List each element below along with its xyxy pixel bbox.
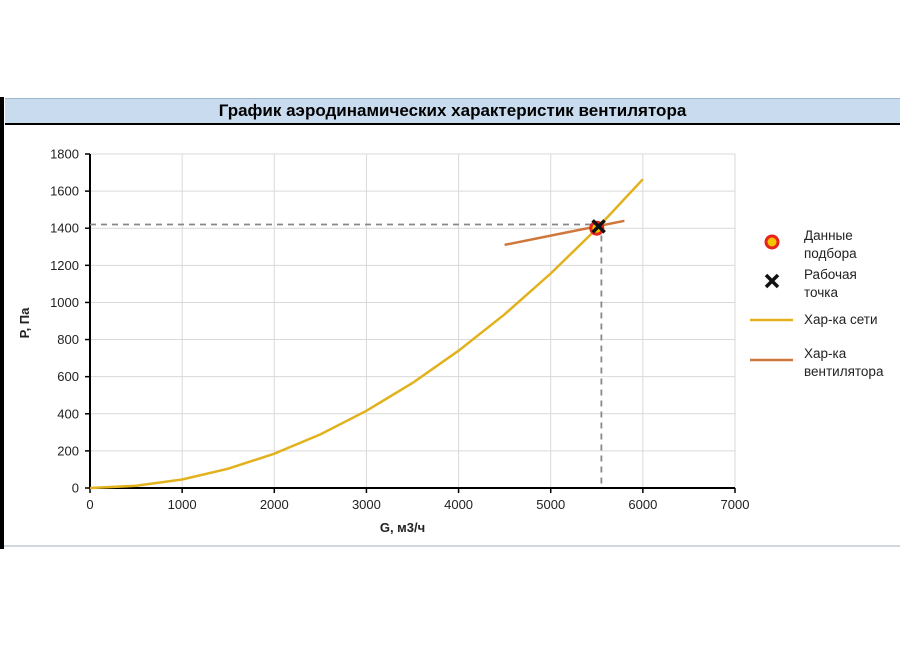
- legend-label-line: точка: [804, 285, 838, 300]
- x-axis-label: G, м3/ч: [380, 520, 425, 535]
- legend-label-line: Хар-ка сети: [804, 312, 878, 327]
- legend-label: Хар-ка вентилятора: [804, 346, 884, 379]
- y-tick-label: 800: [57, 332, 79, 347]
- legend-label: Данные подбора: [804, 228, 857, 261]
- marker-x-stroke: [591, 219, 606, 234]
- x-tick-label: 6000: [628, 497, 657, 512]
- legend-label-line: вентилятора: [804, 364, 884, 379]
- chart-svg: 0 1000 2000 3000 4000 5000 6000 7000 0 200 400 600 8…: [17, 147, 884, 536]
- x-tick-label: 5000: [536, 497, 565, 512]
- legend-label-line: Хар-ка: [804, 346, 847, 361]
- x-tick-label: 3000: [352, 497, 381, 512]
- y-tick-label: 400: [57, 406, 79, 421]
- panel-bottom-border: [4, 545, 900, 547]
- x-tick-label: 4000: [444, 497, 473, 512]
- y-axis-label: P, Па: [17, 307, 32, 339]
- chart-title: График аэродинамических характеристик ве…: [5, 98, 900, 125]
- y-tick-label: 200: [57, 443, 79, 458]
- legend-label-line: Данные: [804, 228, 853, 243]
- legend-marker-circle: [764, 234, 780, 250]
- x-tick-label: 7000: [721, 497, 750, 512]
- x-tick-label: 2000: [260, 497, 289, 512]
- legend-label-line: Рабочая: [804, 267, 857, 282]
- y-tick-label: 1600: [50, 184, 79, 199]
- legend-label-line: подбора: [804, 246, 857, 261]
- x-tick-label: 0: [86, 497, 93, 512]
- plot-background: [90, 154, 735, 488]
- legend: Данные подбора Рабочая точка Хар-ка сети Хар-…: [750, 228, 884, 379]
- legend-label: Хар-ка сети: [804, 312, 878, 327]
- y-tick-label: 600: [57, 369, 79, 384]
- legend-label: Рабочая точка: [804, 267, 857, 300]
- marker-x-stroke: [764, 273, 780, 289]
- y-tick-label: 1000: [50, 295, 79, 310]
- y-tick-label: 1800: [50, 147, 79, 162]
- y-tick-label: 0: [72, 481, 79, 496]
- y-tick-label: 1400: [50, 221, 79, 236]
- legend-marker-x: [764, 273, 780, 289]
- series-line-1: [504, 219, 625, 247]
- x-tick-label: 1000: [168, 497, 197, 512]
- series-line-0: [89, 178, 644, 490]
- data-point-operating: [591, 219, 606, 234]
- panel-left-border: [0, 97, 4, 549]
- chart-area: 0 1000 2000 3000 4000 5000 6000 7000 0 200 400 600 8…: [5, 125, 900, 545]
- chart-panel: График аэродинамических характеристик ве…: [0, 97, 900, 549]
- y-tick-label: 1200: [50, 258, 79, 273]
